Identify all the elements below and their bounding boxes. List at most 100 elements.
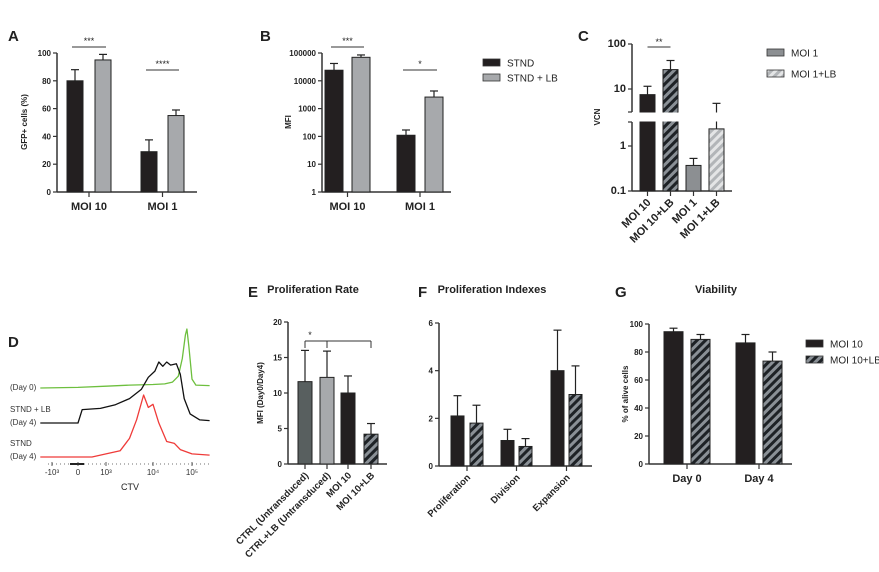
y-axis-label: MFI (Day0/Day4)	[256, 362, 265, 424]
bar-moi-10-lb	[762, 360, 783, 465]
category-label: Day 0	[672, 473, 701, 485]
y-axis-label: VCN	[593, 108, 602, 125]
bar-stnd-lb	[424, 96, 444, 193]
y-tick-label: 0	[47, 188, 52, 197]
legend-swatch	[766, 48, 785, 57]
y-tick-label: 60	[42, 105, 51, 114]
bar-stnd	[140, 151, 158, 193]
axis-break-gap	[634, 112, 734, 122]
bar-moi-10	[735, 342, 756, 465]
y-tick-label: 10	[614, 83, 626, 95]
panel-letter: C	[578, 28, 589, 45]
y-tick-label: 1	[312, 188, 317, 197]
bar-proliferation-rate	[340, 392, 356, 465]
panel-letter: D	[8, 334, 19, 351]
y-tick-label: 100	[303, 132, 317, 141]
bar-moi-10-lb	[518, 445, 533, 467]
panel-d: D (Day 0) STND + LB (Day 4) STND (Day 4) -10³ 0…	[8, 328, 210, 492]
y-tick-label: 1	[620, 140, 626, 152]
panel-letter: F	[418, 284, 427, 301]
panel-letter: B	[260, 28, 271, 45]
category-label: Proliferation	[426, 472, 473, 519]
y-tick-label: 80	[42, 77, 51, 86]
sample-label: (Day 4)	[10, 452, 37, 461]
legend-label: MOI 1+LB	[791, 70, 837, 81]
legend-label: STND + LB	[507, 74, 558, 85]
y-tick-label: 20	[273, 318, 282, 327]
y-tick-label: 0	[639, 460, 644, 469]
panel-e: E Proliferation Rate MFI (Day0/Day4) 0 5 10 15…	[234, 284, 387, 560]
y-tick-label: 15	[273, 354, 282, 363]
bar-proliferation-rate	[319, 376, 335, 465]
bar-proliferation-rate	[363, 433, 379, 465]
panel-g: G Viability % of alive cells 0 20 40 60 80 100 Da…	[615, 284, 879, 485]
bar-moi-10	[450, 415, 465, 467]
significance-label: *	[308, 330, 312, 340]
category-label: Expansion	[531, 472, 573, 514]
y-tick-label: 10	[307, 160, 316, 169]
bar-vcn	[662, 69, 679, 192]
category-label: MOI 10	[71, 201, 107, 213]
legend-label: STND	[507, 59, 534, 70]
bar-moi-10	[550, 370, 565, 467]
sample-label: (Day 4)	[10, 418, 37, 427]
legend-swatch	[805, 355, 824, 364]
y-tick-label: 0	[429, 462, 434, 471]
x-tick-label: 10⁵	[186, 468, 198, 477]
y-tick-label: 0.1	[611, 185, 626, 197]
x-tick-label: 10³	[100, 468, 112, 477]
significance-label: *	[418, 59, 422, 69]
histogram-day-0	[40, 328, 210, 389]
category-label: MOI 1	[405, 201, 435, 213]
bar-moi-10-lb	[690, 338, 711, 465]
y-axis-label: GFP+ cells (%)	[20, 94, 29, 150]
bar-moi-10-lb	[469, 422, 484, 467]
y-axis-label: % of alive cells	[621, 365, 630, 422]
panel-a: A GFP+ cells (%) 0 20 40 60 80 100 MOI 10 MOI 1 **…	[8, 28, 197, 213]
bar-stnd	[324, 69, 344, 193]
y-tick-label: 4	[429, 367, 434, 376]
y-tick-label: 40	[42, 132, 51, 141]
panel-letter: G	[615, 284, 627, 301]
bar-vcn	[708, 128, 725, 192]
y-tick-label: 60	[634, 376, 643, 385]
y-tick-label: 0	[278, 460, 283, 469]
y-tick-label: 40	[634, 404, 643, 413]
x-tick-label: -10³	[45, 468, 60, 477]
y-axis-label: MFI	[284, 115, 293, 129]
legend-swatch	[482, 58, 501, 67]
category-label: Division	[489, 472, 523, 506]
bar-stnd-lb	[167, 115, 185, 193]
bar-stnd	[66, 80, 84, 193]
histogram-stnd-day-4-	[40, 394, 210, 458]
y-tick-label: 10000	[294, 77, 317, 86]
category-label: MOI 1	[148, 201, 178, 213]
panel-title: Viability	[695, 284, 738, 296]
panel-letter: E	[248, 284, 258, 301]
significance-label: ***	[342, 36, 353, 46]
y-tick-label: 10	[273, 389, 282, 398]
legend-swatch	[482, 73, 501, 82]
significance-label: ***	[84, 36, 95, 46]
x-axis-label: CTV	[121, 482, 139, 492]
histogram-stnd-lb-day-4-	[40, 361, 210, 424]
panel-letter: A	[8, 28, 19, 45]
category-label: CTRL+LB (Untransduced)	[243, 470, 333, 560]
category-label: Day 4	[744, 473, 774, 485]
y-tick-label: 100	[38, 49, 52, 58]
y-tick-label: 20	[634, 432, 643, 441]
category-label: MOI 10	[329, 201, 365, 213]
bar-stnd-lb	[351, 56, 371, 193]
panel-title: Proliferation Rate	[267, 284, 359, 296]
y-tick-label: 100	[630, 320, 644, 329]
bar-vcn	[639, 94, 656, 192]
legend-label: MOI 10+LB	[830, 356, 879, 367]
bar-vcn	[685, 164, 702, 192]
y-tick-label: 100	[608, 38, 626, 50]
bar-proliferation-rate	[297, 381, 313, 465]
bar-moi-10	[663, 331, 684, 465]
sample-label: STND + LB	[10, 405, 51, 414]
legend-label: MOI 1	[791, 49, 819, 60]
